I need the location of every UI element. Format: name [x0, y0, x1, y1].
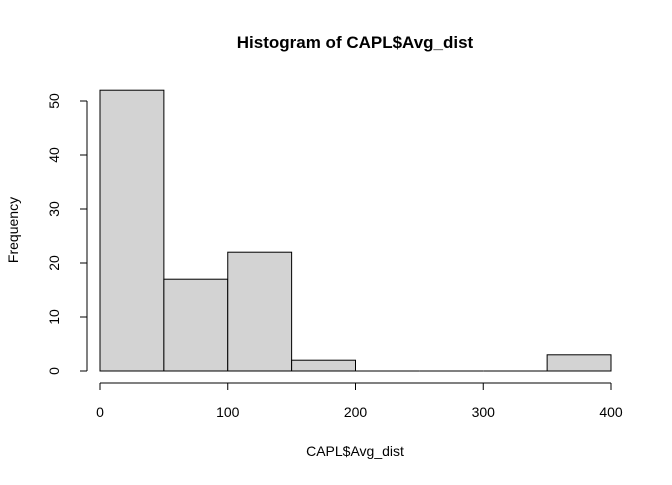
y-tick-label: 20 — [46, 255, 62, 271]
histogram-bar-2 — [227, 251, 293, 372]
y-tick-label: 40 — [46, 147, 62, 163]
bars-group — [99, 89, 612, 372]
y-tick-label: 10 — [46, 309, 62, 325]
chart-title: Histogram of CAPL$Avg_dist — [237, 33, 474, 52]
y-tick-label: 0 — [46, 367, 62, 375]
y-axis: 0 10 20 30 40 50 — [46, 93, 88, 375]
x-tick-label: 100 — [216, 404, 240, 420]
histogram-bar-3 — [291, 359, 356, 372]
histogram-bar-1 — [163, 278, 229, 372]
x-tick-label: 0 — [96, 404, 104, 420]
x-tick-label: 200 — [344, 404, 368, 420]
histogram-bar-0 — [99, 89, 165, 372]
y-axis-label: Frequency — [5, 197, 21, 263]
x-axis: 0 100 200 300 400 — [96, 382, 623, 420]
histogram-bar-7 — [546, 354, 612, 372]
y-tick-label: 50 — [46, 93, 62, 109]
x-axis-label: CAPL$Avg_dist — [306, 443, 404, 459]
x-tick-label: 400 — [599, 404, 623, 420]
y-tick-label: 30 — [46, 201, 62, 217]
x-tick-label: 300 — [472, 404, 496, 420]
